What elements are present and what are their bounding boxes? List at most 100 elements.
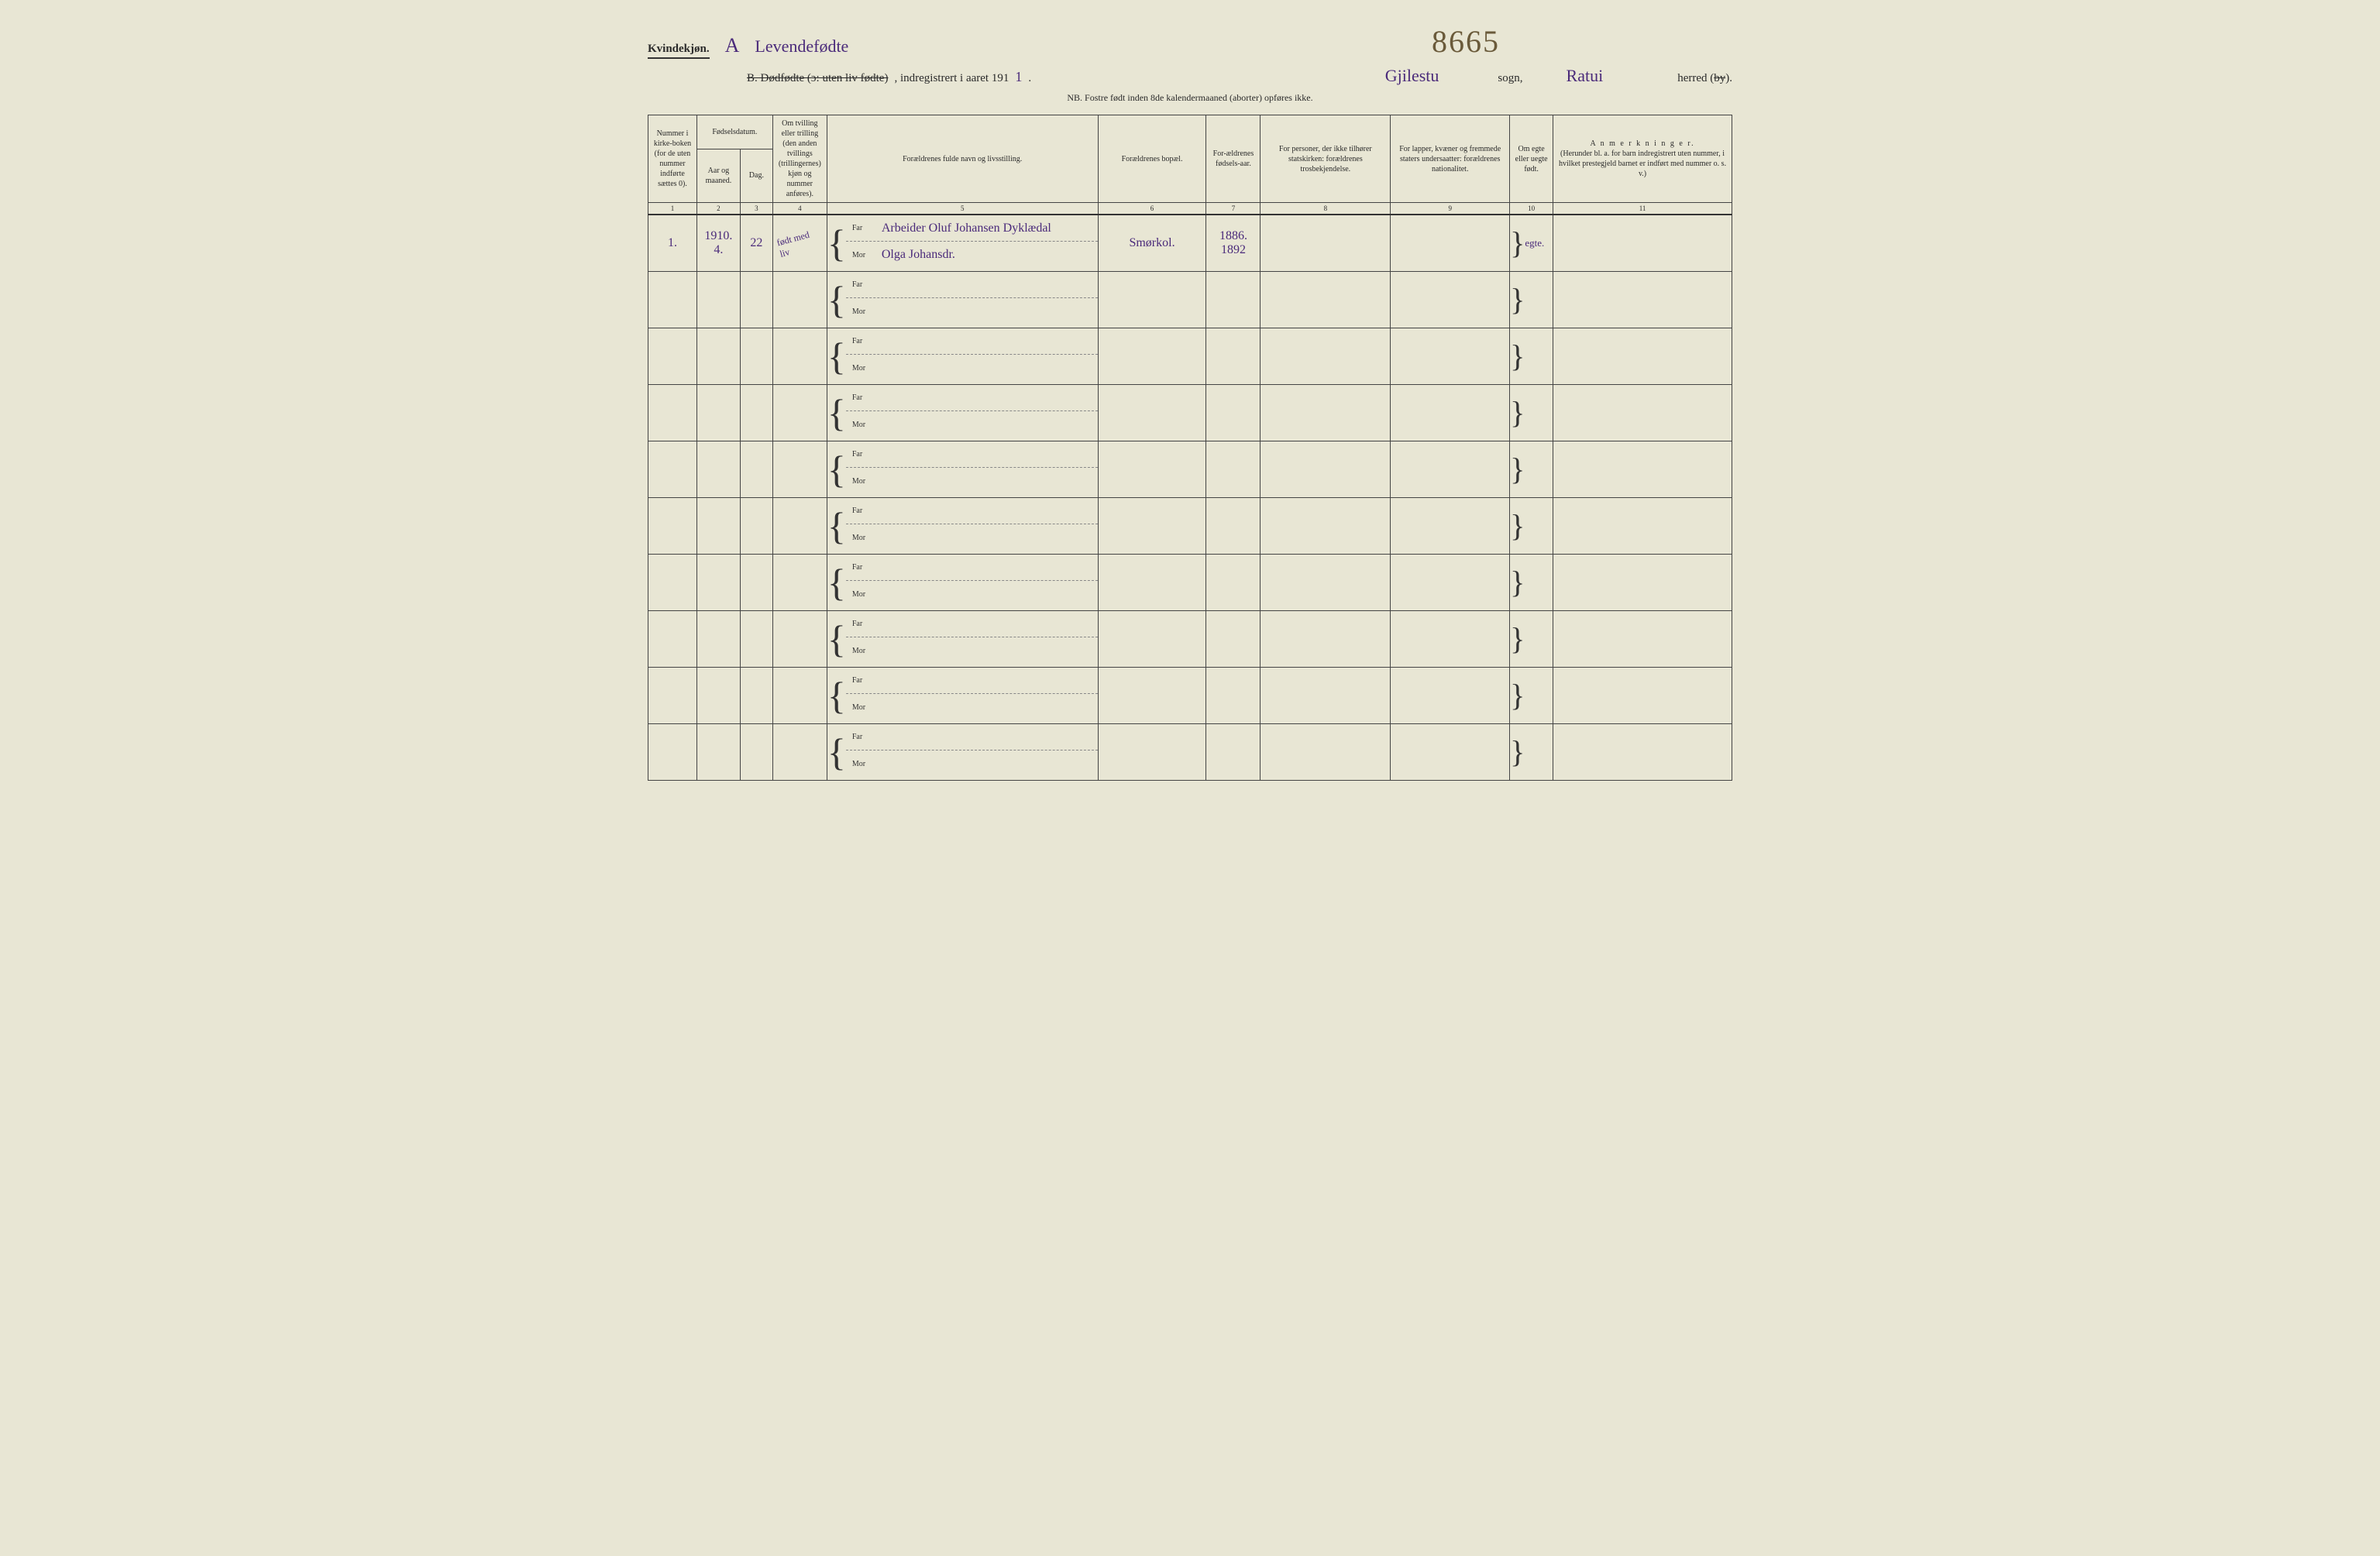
cell-aar-maaned	[696, 498, 740, 555]
colnum-1: 1	[648, 203, 697, 215]
mor-label: Mor	[852, 590, 874, 599]
colnum-4: 4	[772, 203, 827, 215]
cell-egte: }	[1510, 385, 1553, 441]
cell-num	[648, 328, 697, 385]
cell-egte: }egte.	[1510, 215, 1553, 272]
colnum-2: 2	[696, 203, 740, 215]
cell-aar-maaned	[696, 555, 740, 611]
cell-nationalitet	[1391, 328, 1510, 385]
brace-icon: }	[1510, 555, 1525, 610]
register-page: Kvindekjøn. A Levendefødte 8665 B. Dødfø…	[648, 23, 1732, 781]
colnum-8: 8	[1261, 203, 1391, 215]
cell-anmerkninger	[1553, 385, 1732, 441]
cell-egte: }	[1510, 611, 1553, 668]
table-row: 1.1910.4.22født med liv{FarArbeider Oluf…	[648, 215, 1732, 272]
herred-label: herred (by).	[1677, 72, 1732, 85]
cell-parents: {FarMor	[827, 441, 1098, 498]
brace-icon: {	[827, 385, 846, 441]
col-8-header: For personer, der ikke tilhører statskir…	[1261, 115, 1391, 203]
cell-tros	[1261, 668, 1391, 724]
table-row: {FarMor}	[648, 385, 1732, 441]
cell-bopael	[1098, 611, 1206, 668]
cell-dag	[740, 441, 772, 498]
cell-nationalitet	[1391, 498, 1510, 555]
cell-tvilling	[772, 272, 827, 328]
year-hw: 1	[1015, 69, 1022, 85]
column-number-row: 1 2 3 4 5 6 7 8 9 10 11	[648, 203, 1732, 215]
cell-fodselsaar	[1206, 385, 1261, 441]
cell-dag	[740, 724, 772, 781]
cell-num	[648, 498, 697, 555]
cell-anmerkninger	[1553, 498, 1732, 555]
brace-icon: }	[1510, 441, 1525, 497]
cell-aar-maaned: 1910.4.	[696, 215, 740, 272]
cell-parents: {FarMor	[827, 668, 1098, 724]
brace-icon: {	[827, 724, 846, 780]
cell-tros	[1261, 498, 1391, 555]
table-row: {FarMor}	[648, 668, 1732, 724]
cell-dag: 22	[740, 215, 772, 272]
cell-dag	[740, 272, 772, 328]
cell-egte: }	[1510, 668, 1553, 724]
brace-icon: {	[827, 441, 846, 497]
kvindekjon-label: Kvindekjøn.	[648, 43, 710, 59]
cell-bopael: Smørkol.	[1098, 215, 1206, 272]
cell-fodselsaar	[1206, 555, 1261, 611]
cell-parents: {FarArbeider Oluf Johansen DyklædalMorOl…	[827, 215, 1098, 272]
far-label: Far	[852, 676, 874, 685]
cell-bopael	[1098, 668, 1206, 724]
cell-aar-maaned	[696, 724, 740, 781]
far-label: Far	[852, 507, 874, 515]
cell-anmerkninger	[1553, 668, 1732, 724]
section-A-text: Levendefødte	[755, 36, 848, 57]
brace-icon: {	[827, 328, 846, 384]
cell-anmerkninger	[1553, 555, 1732, 611]
far-label: Far	[852, 280, 874, 289]
cell-parents: {FarMor	[827, 498, 1098, 555]
cell-fodselsaar	[1206, 272, 1261, 328]
cell-num	[648, 555, 697, 611]
cell-egte: }	[1510, 272, 1553, 328]
cell-tros	[1261, 611, 1391, 668]
cell-num	[648, 611, 697, 668]
cell-parents: {FarMor	[827, 328, 1098, 385]
cell-tvilling	[772, 724, 827, 781]
cell-tvilling	[772, 668, 827, 724]
cell-num	[648, 668, 697, 724]
cell-nationalitet	[1391, 555, 1510, 611]
mor-label: Mor	[852, 364, 874, 373]
col-7-header: For-ældrenes fødsels-aar.	[1206, 115, 1261, 203]
table-body: 1.1910.4.22født med liv{FarArbeider Oluf…	[648, 215, 1732, 781]
cell-nationalitet	[1391, 668, 1510, 724]
cell-bopael	[1098, 498, 1206, 555]
title-line: B. Dødfødte (ɔ: uten liv fødte) , indreg…	[648, 66, 1732, 86]
cell-tvilling	[772, 498, 827, 555]
brace-icon: }	[1510, 611, 1525, 667]
table-row: {FarMor}	[648, 611, 1732, 668]
cell-egte: }	[1510, 328, 1553, 385]
far-label: Far	[852, 450, 874, 459]
cell-fodselsaar	[1206, 611, 1261, 668]
cell-num: 1.	[648, 215, 697, 272]
cell-anmerkninger	[1553, 215, 1732, 272]
cell-parents: {FarMor	[827, 385, 1098, 441]
brace-icon: {	[827, 611, 846, 667]
cell-bopael	[1098, 272, 1206, 328]
cell-dag	[740, 498, 772, 555]
nb-note: NB. Fostre født inden 8de kalendermaaned…	[648, 92, 1732, 104]
cell-tros	[1261, 441, 1391, 498]
cell-tvilling	[772, 328, 827, 385]
section-A-letter: A	[725, 34, 740, 57]
cell-aar-maaned	[696, 328, 740, 385]
cell-num	[648, 441, 697, 498]
cell-egte: }	[1510, 498, 1553, 555]
cell-tros	[1261, 215, 1391, 272]
col-5-header: Forældrenes fulde navn og livsstilling.	[827, 115, 1098, 203]
cell-bopael	[1098, 385, 1206, 441]
mor-name: Olga Johansdr.	[882, 248, 955, 262]
brace-icon: {	[827, 272, 846, 328]
period-1: .	[1028, 72, 1031, 85]
cell-fodselsaar: 1886.1892	[1206, 215, 1261, 272]
brace-icon: }	[1510, 328, 1525, 384]
herred-name-hw: Ratui	[1567, 66, 1604, 86]
